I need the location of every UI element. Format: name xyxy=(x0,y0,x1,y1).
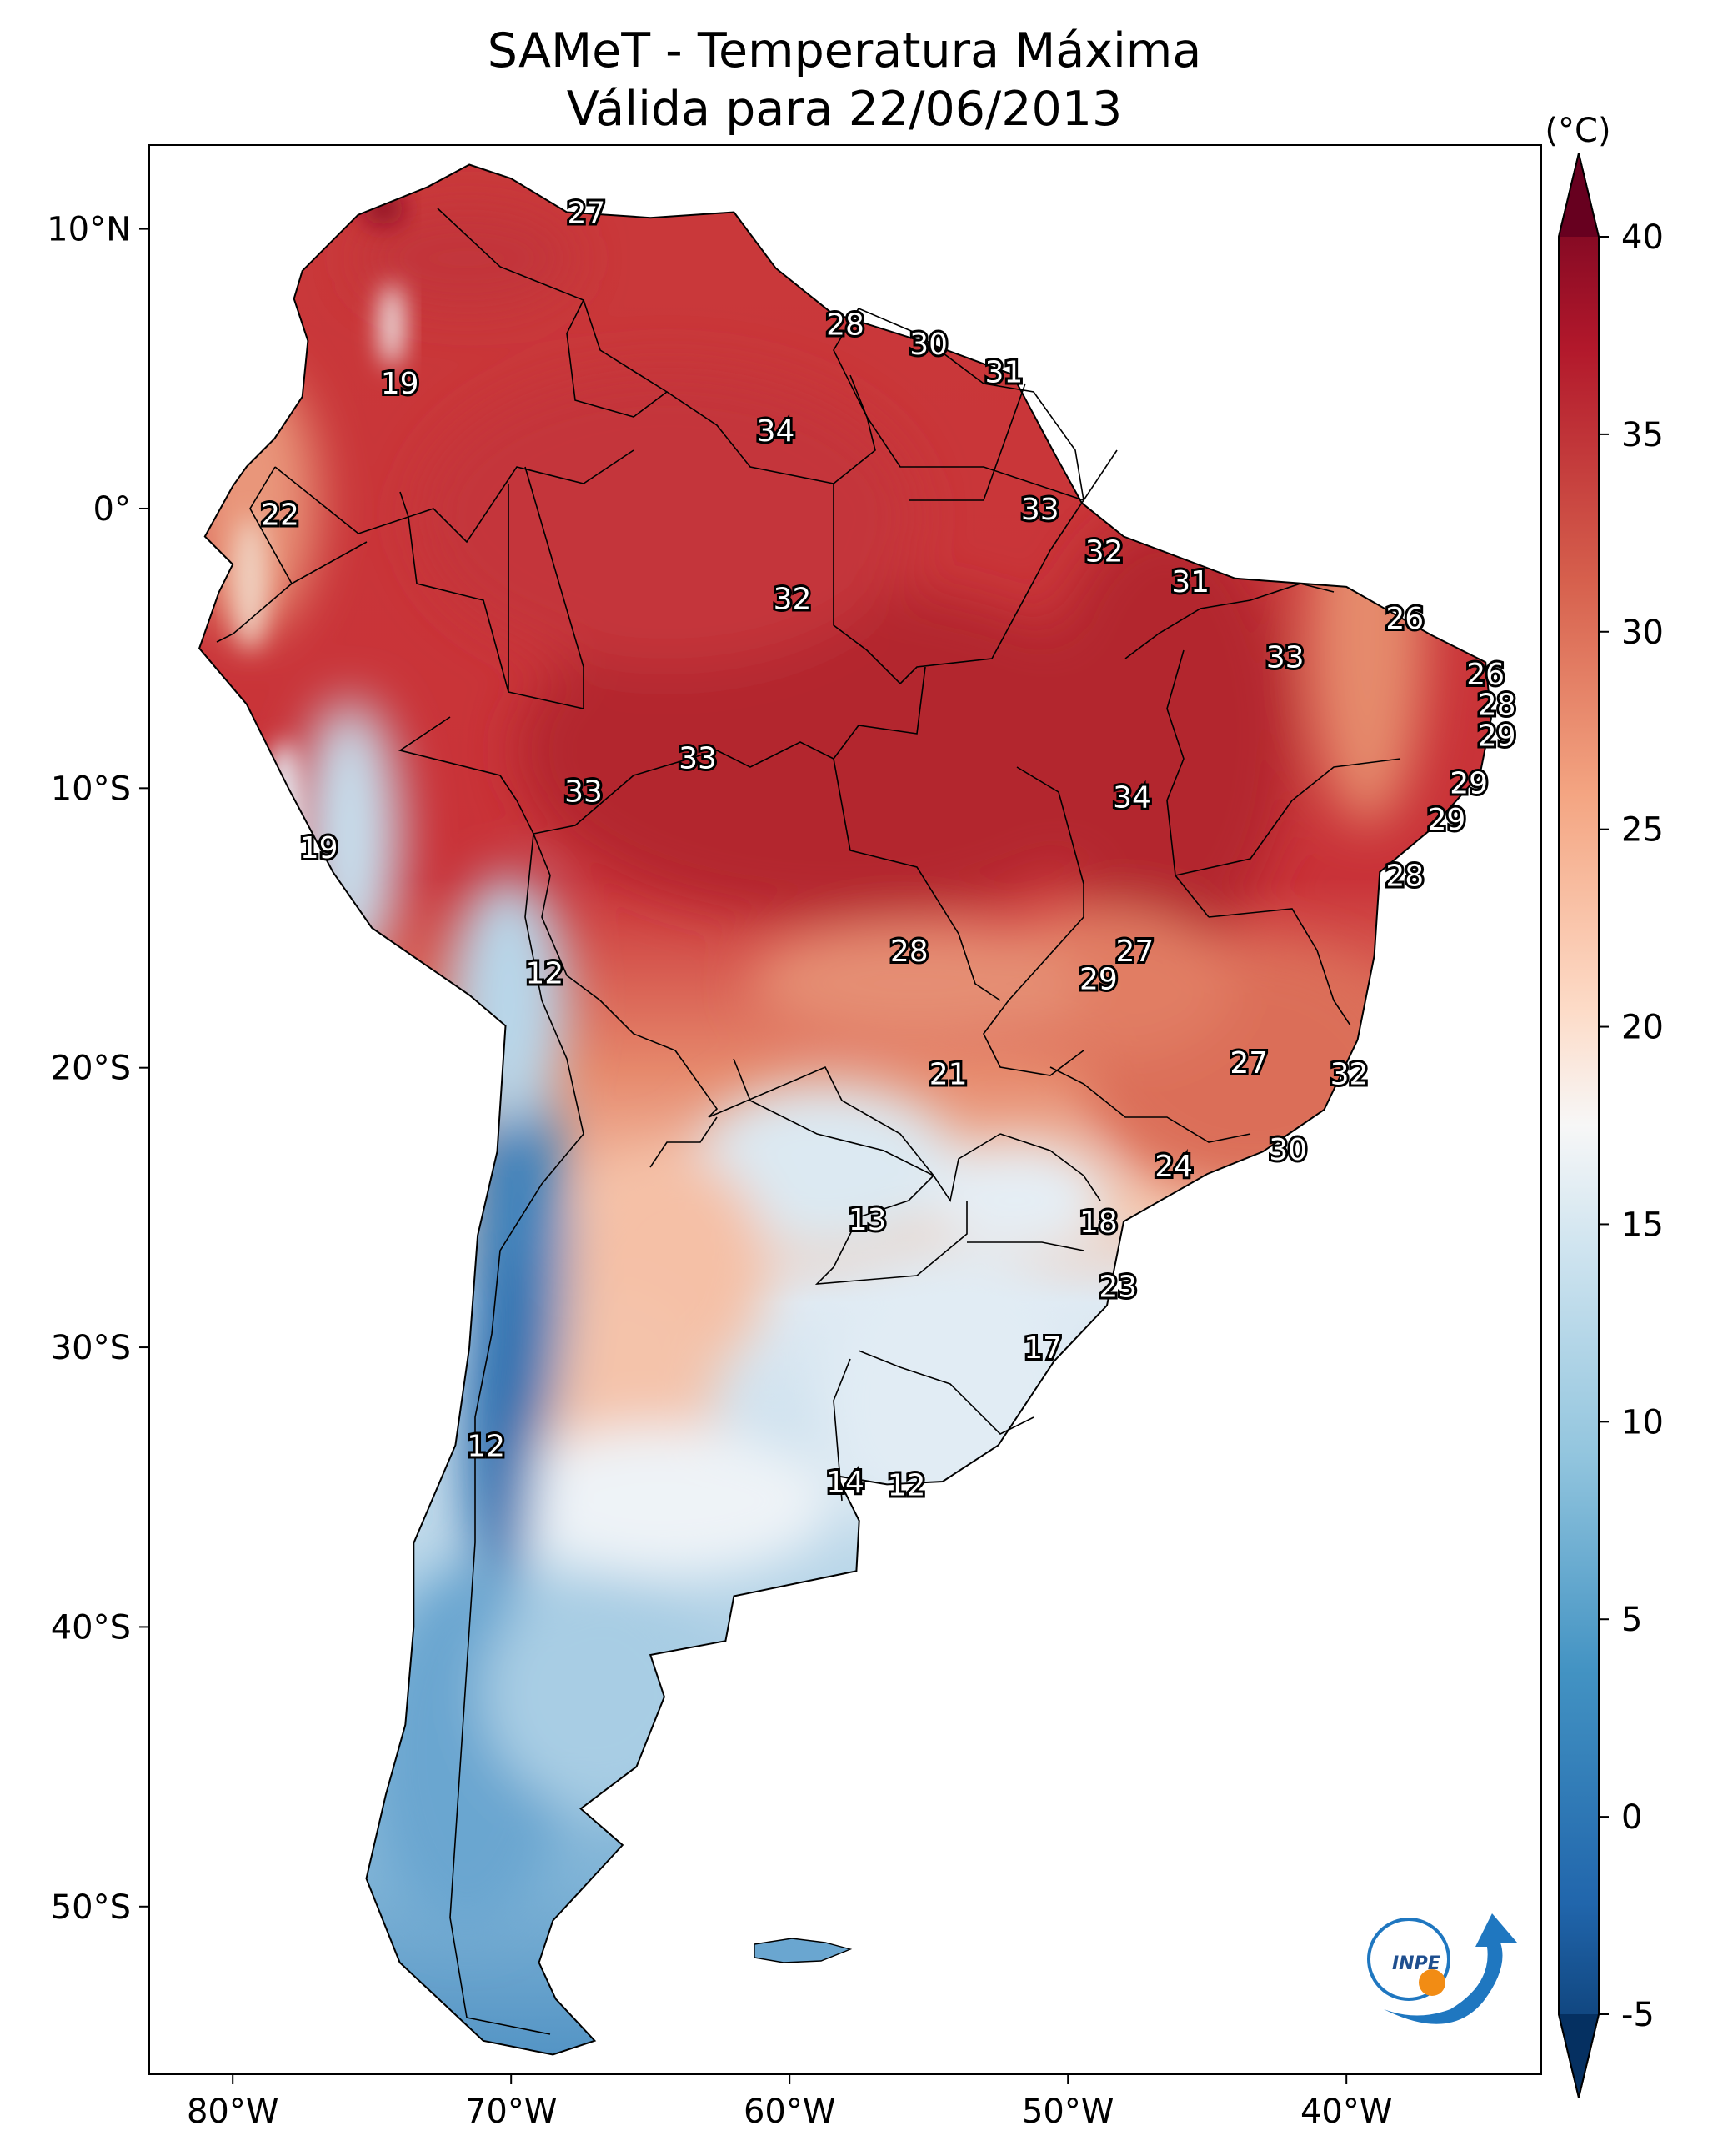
contour-label: 12 xyxy=(888,1468,926,1502)
latitude-tick-label: 0° xyxy=(93,490,131,529)
longitude-tick-label: 70°W xyxy=(465,2093,557,2131)
country-borders xyxy=(198,163,1492,2056)
contour-label: 33 xyxy=(679,741,717,775)
latitude-tick-label: 40°S xyxy=(51,1608,131,1647)
colorbar-tick-label: 30 xyxy=(1621,614,1664,652)
colorbar-tick-label: 40 xyxy=(1621,218,1664,257)
contour-label: 29 xyxy=(1478,720,1516,754)
contour-label: 24 xyxy=(1155,1150,1193,1184)
contour-label: 28 xyxy=(1385,859,1424,893)
longitude-tick-label: 50°W xyxy=(1022,2093,1114,2131)
contour-label: 19 xyxy=(300,831,338,865)
map-frame xyxy=(148,144,1542,2075)
contour-label: 22 xyxy=(261,499,299,533)
contour-label: 31 xyxy=(1171,565,1210,599)
falklands-island xyxy=(754,1938,853,1963)
latitude-tick-label: 10°S xyxy=(51,770,131,808)
contour-label: 29 xyxy=(1427,803,1465,837)
contour-label: 13 xyxy=(849,1203,887,1237)
contour-label: 26 xyxy=(1466,658,1505,692)
inpe-logo-text: INPE xyxy=(1392,1953,1440,1974)
contour-label: 27 xyxy=(1115,935,1154,969)
contour-label: 14 xyxy=(826,1466,864,1500)
latitude-tick-label: 50°S xyxy=(51,1888,131,1927)
contour-label: 33 xyxy=(1021,493,1059,527)
colorbar: (°C) 40 35 30 25 20 15 10 5 0 -5 xyxy=(1545,112,1664,2098)
latitude-tick-label: 10°N xyxy=(47,211,131,249)
contour-label: 31 xyxy=(984,356,1023,390)
colorbar-tick-label: 0 xyxy=(1621,1798,1642,1837)
longitude-tick-label: 80°W xyxy=(187,2093,278,2131)
contour-label: 12 xyxy=(467,1429,505,1463)
colorbar-tick-label: 10 xyxy=(1621,1403,1664,1442)
contour-label: 18 xyxy=(1079,1206,1118,1240)
contour-label: 27 xyxy=(1230,1046,1268,1081)
longitude-tick-label: 40°W xyxy=(1300,2093,1392,2131)
inpe-logo: INPE xyxy=(1367,1913,1517,2024)
colorbar-tick-label: 25 xyxy=(1621,811,1664,850)
longitude-ticks: 80°W 70°W 60°W 50°W 40°W xyxy=(187,2074,1392,2131)
latitude-tick-label: 30°S xyxy=(51,1329,131,1367)
colorbar-ticks: 40 35 30 25 20 15 10 5 0 -5 xyxy=(1599,218,1664,2034)
colorbar-tick-label: 20 xyxy=(1621,1009,1664,1047)
contour-label: 30 xyxy=(909,328,948,362)
colorbar-tick-label: 35 xyxy=(1621,416,1664,454)
contour-label: 32 xyxy=(1085,534,1124,569)
colorbar-unit: (°C) xyxy=(1545,112,1610,150)
contour-label: 28 xyxy=(890,935,929,969)
contour-label: 21 xyxy=(929,1057,968,1091)
latitude-tick-label: 20°S xyxy=(51,1050,131,1088)
contour-label: 29 xyxy=(1079,962,1118,996)
contour-label: 27 xyxy=(567,197,605,231)
contour-label: 23 xyxy=(1099,1270,1137,1304)
longitude-tick-label: 60°W xyxy=(744,2093,835,2131)
contour-label: 12 xyxy=(525,957,563,991)
colorbar-tick-label: -5 xyxy=(1621,1996,1655,2034)
contour-label: 32 xyxy=(774,582,812,616)
colorbar-bar xyxy=(1558,153,1600,2098)
contour-label: 30 xyxy=(1269,1133,1307,1167)
contour-label: 28 xyxy=(826,308,864,343)
contour-label: 28 xyxy=(1478,689,1516,723)
contour-label: 34 xyxy=(757,414,795,449)
latitude-ticks: 10°N 0° 10°S 20°S 30°S 40°S 50°S xyxy=(47,211,149,1927)
contour-label: 17 xyxy=(1024,1331,1062,1366)
contour-label: 33 xyxy=(564,775,603,810)
colorbar-tick-label: 15 xyxy=(1621,1206,1664,1244)
colorbar-tick-label: 5 xyxy=(1621,1601,1642,1639)
contour-label: 26 xyxy=(1385,602,1424,636)
map-title-line2: Válida para 22/06/2013 xyxy=(567,82,1123,137)
contour-label: 19 xyxy=(381,367,419,401)
contour-label: 34 xyxy=(1113,780,1151,815)
contour-label: 32 xyxy=(1330,1057,1369,1091)
contour-label: 33 xyxy=(1266,641,1305,675)
map-title-line1: SAMeT - Temperatura Máxima xyxy=(488,23,1202,78)
contour-label: 29 xyxy=(1450,767,1488,801)
